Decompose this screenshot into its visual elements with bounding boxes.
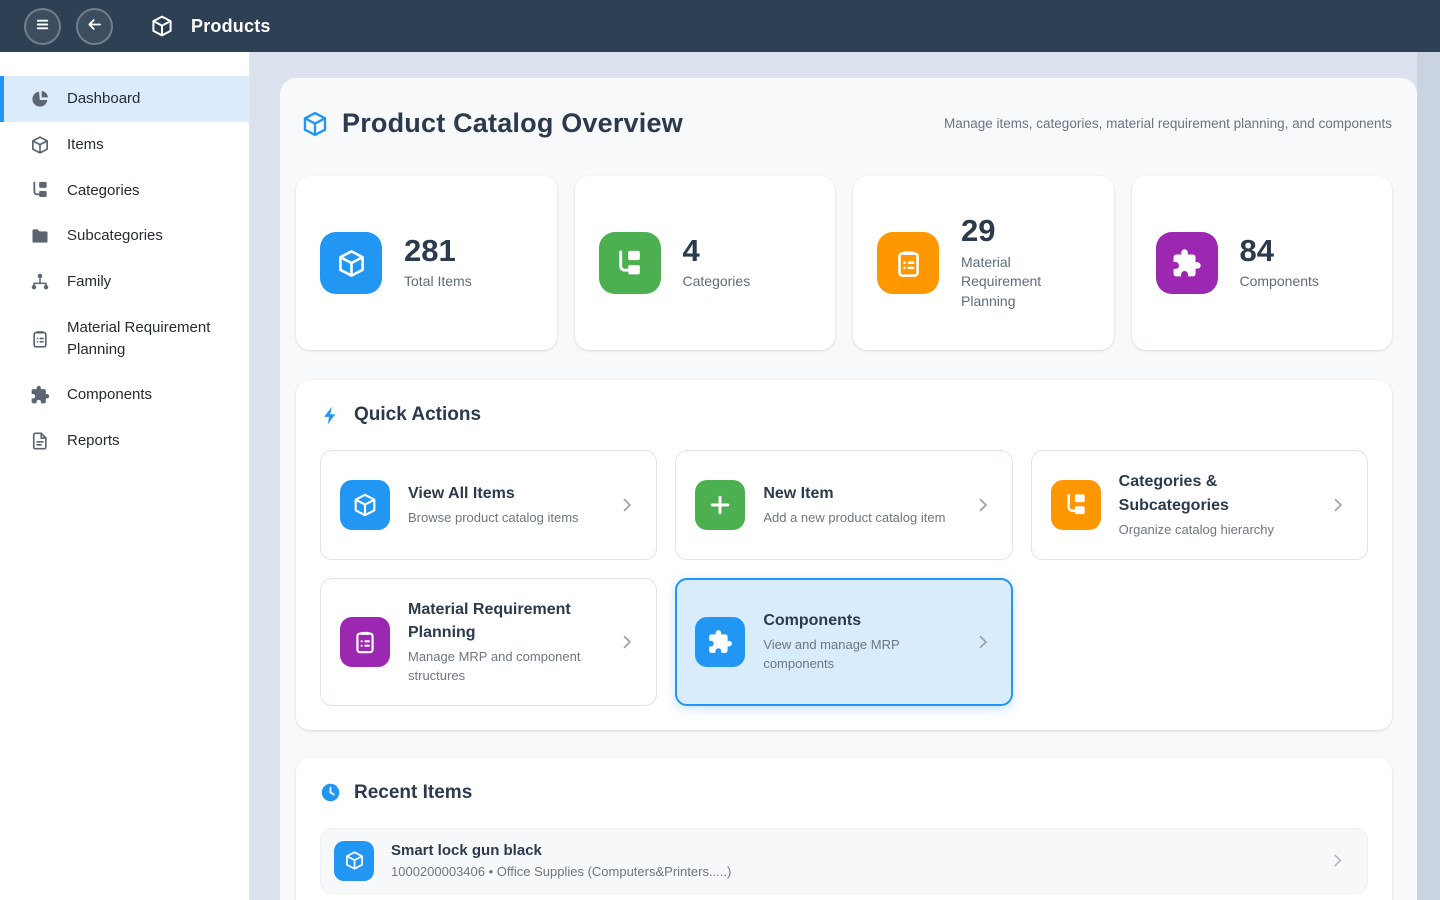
page-header: Product Catalog Overview Manage items, c… <box>296 108 1392 139</box>
clipboard-icon <box>877 232 939 295</box>
scrollbar-track[interactable] <box>1417 52 1440 900</box>
action-card-categories-subcategories[interactable]: Categories & Subcategories Organize cata… <box>1030 450 1368 560</box>
hierarchy-icon <box>1050 479 1101 530</box>
action-title: New Item <box>763 484 834 502</box>
action-card-view-all-items[interactable]: View All Items Browse product catalog it… <box>320 450 658 560</box>
stat-value: 29 <box>961 213 996 248</box>
quick-actions-section: Quick Actions View All Items Browse prod… <box>296 380 1392 730</box>
stat-label: Total Items <box>404 273 472 290</box>
action-description: View and manage MRP components <box>763 637 900 672</box>
sidebar-item-label: Categories <box>67 181 140 199</box>
document-icon <box>30 431 50 451</box>
chevron-right-icon <box>1328 495 1348 515</box>
page-subtitle: Manage items, categories, material requi… <box>944 116 1392 131</box>
recent-items-section: Recent Items Smart lock gun black 100020… <box>296 757 1392 900</box>
puzzle-icon <box>695 616 746 667</box>
sidebar-item-family[interactable]: Family <box>0 259 249 305</box>
clipboard-icon <box>30 329 50 349</box>
action-title: Categories & Subcategories <box>1118 473 1229 514</box>
chevron-right-icon <box>973 632 993 652</box>
puzzle-icon <box>30 385 50 405</box>
cube-icon <box>30 135 50 155</box>
plus-icon <box>695 479 746 530</box>
dashboard-panel: Product Catalog Overview Manage items, c… <box>280 78 1417 900</box>
sidebar-item-label: Reports <box>67 432 120 449</box>
chevron-right-icon <box>617 632 637 652</box>
back-button[interactable] <box>76 7 113 45</box>
sidebar-item-categories[interactable]: Categories <box>0 168 249 214</box>
clipboard-icon <box>340 616 390 667</box>
action-title: Material Requirement Planning <box>408 600 571 641</box>
recent-items-heading: Recent Items <box>320 782 1368 804</box>
hierarchy-icon <box>30 180 50 200</box>
stats-row: 281 Total Items 4 Categories 29 Material… <box>296 176 1392 351</box>
stat-card-total-items: 281 Total Items <box>296 176 557 351</box>
puzzle-icon <box>1155 232 1218 295</box>
sidebar-item-label: Material Requirement Planning <box>67 318 211 358</box>
pie-chart-icon <box>30 89 50 109</box>
sidebar-item-items[interactable]: Items <box>0 122 249 168</box>
recent-item-row[interactable]: Smart lock gun black 1000200003406 • Off… <box>320 827 1368 894</box>
stat-value: 281 <box>404 232 456 268</box>
chevron-right-icon <box>617 495 637 515</box>
menu-button[interactable] <box>24 7 61 45</box>
sidebar-item-dashboard[interactable]: Dashboard <box>0 76 249 122</box>
stat-card-mrp: 29 Material Requirement Planning <box>853 176 1114 351</box>
cube-icon <box>340 479 390 530</box>
lightning-bolt-icon <box>320 405 341 426</box>
top-bar: Products <box>0 0 1440 52</box>
recent-item-title: Smart lock gun black <box>391 842 542 860</box>
stat-label: Material Requirement Planning <box>961 253 1042 309</box>
chevron-right-icon <box>1328 851 1347 870</box>
action-description: Add a new product catalog item <box>763 510 946 526</box>
back-arrow-icon <box>85 15 104 37</box>
page-title: Product Catalog Overview <box>342 108 683 138</box>
section-title: Quick Actions <box>354 404 482 426</box>
sidebar: Dashboard Items Categories Subcategories… <box>0 52 250 900</box>
cube-logo-icon <box>150 14 174 38</box>
clock-icon <box>320 782 341 803</box>
sidebar-item-material-requirement-planning[interactable]: Material Requirement Planning <box>0 305 249 373</box>
action-description: Manage MRP and component structures <box>408 648 581 683</box>
cube-icon <box>301 110 329 138</box>
sidebar-item-components[interactable]: Components <box>0 372 249 418</box>
section-title: Recent Items <box>354 781 473 803</box>
action-description: Browse product catalog items <box>408 510 579 526</box>
action-description: Organize catalog hierarchy <box>1118 521 1275 537</box>
sidebar-item-label: Family <box>67 273 112 290</box>
stat-card-categories: 4 Categories <box>574 176 835 351</box>
quick-actions-grid: View All Items Browse product catalog it… <box>320 450 1368 706</box>
stat-value: 84 <box>1239 232 1274 268</box>
action-card-new-item[interactable]: New Item Add a new product catalog item <box>675 450 1013 560</box>
sitemap-icon <box>30 272 50 292</box>
recent-item-subtitle: 1000200003406 • Office Supplies (Compute… <box>391 864 732 880</box>
main-content: Product Catalog Overview Manage items, c… <box>280 78 1417 900</box>
stat-value: 4 <box>682 232 700 268</box>
folder-icon <box>30 226 50 246</box>
cube-icon <box>320 232 382 295</box>
sidebar-item-label: Dashboard <box>67 90 141 107</box>
sidebar-item-label: Components <box>67 386 153 404</box>
sidebar-item-subcategories[interactable]: Subcategories <box>0 213 249 259</box>
sidebar-item-reports[interactable]: Reports <box>0 418 249 464</box>
chevron-right-icon <box>973 495 993 515</box>
hierarchy-icon <box>598 232 661 295</box>
sidebar-item-label: Items <box>67 135 104 153</box>
stat-label: Categories <box>682 273 751 290</box>
menu-icon <box>33 15 52 37</box>
quick-actions-heading: Quick Actions <box>320 404 1368 426</box>
action-title: View All Items <box>408 484 515 502</box>
app-title: Products <box>191 15 271 36</box>
cube-icon <box>334 840 374 881</box>
stat-card-components: 84 Components <box>1131 176 1392 351</box>
sidebar-item-label: Subcategories <box>67 227 163 245</box>
action-card-components[interactable]: Components View and manage MRP component… <box>675 577 1013 706</box>
stat-label: Components <box>1239 273 1319 290</box>
action-card-material-requirement-planning[interactable]: Material Requirement Planning Manage MRP… <box>320 577 658 706</box>
action-title: Components <box>763 612 862 630</box>
